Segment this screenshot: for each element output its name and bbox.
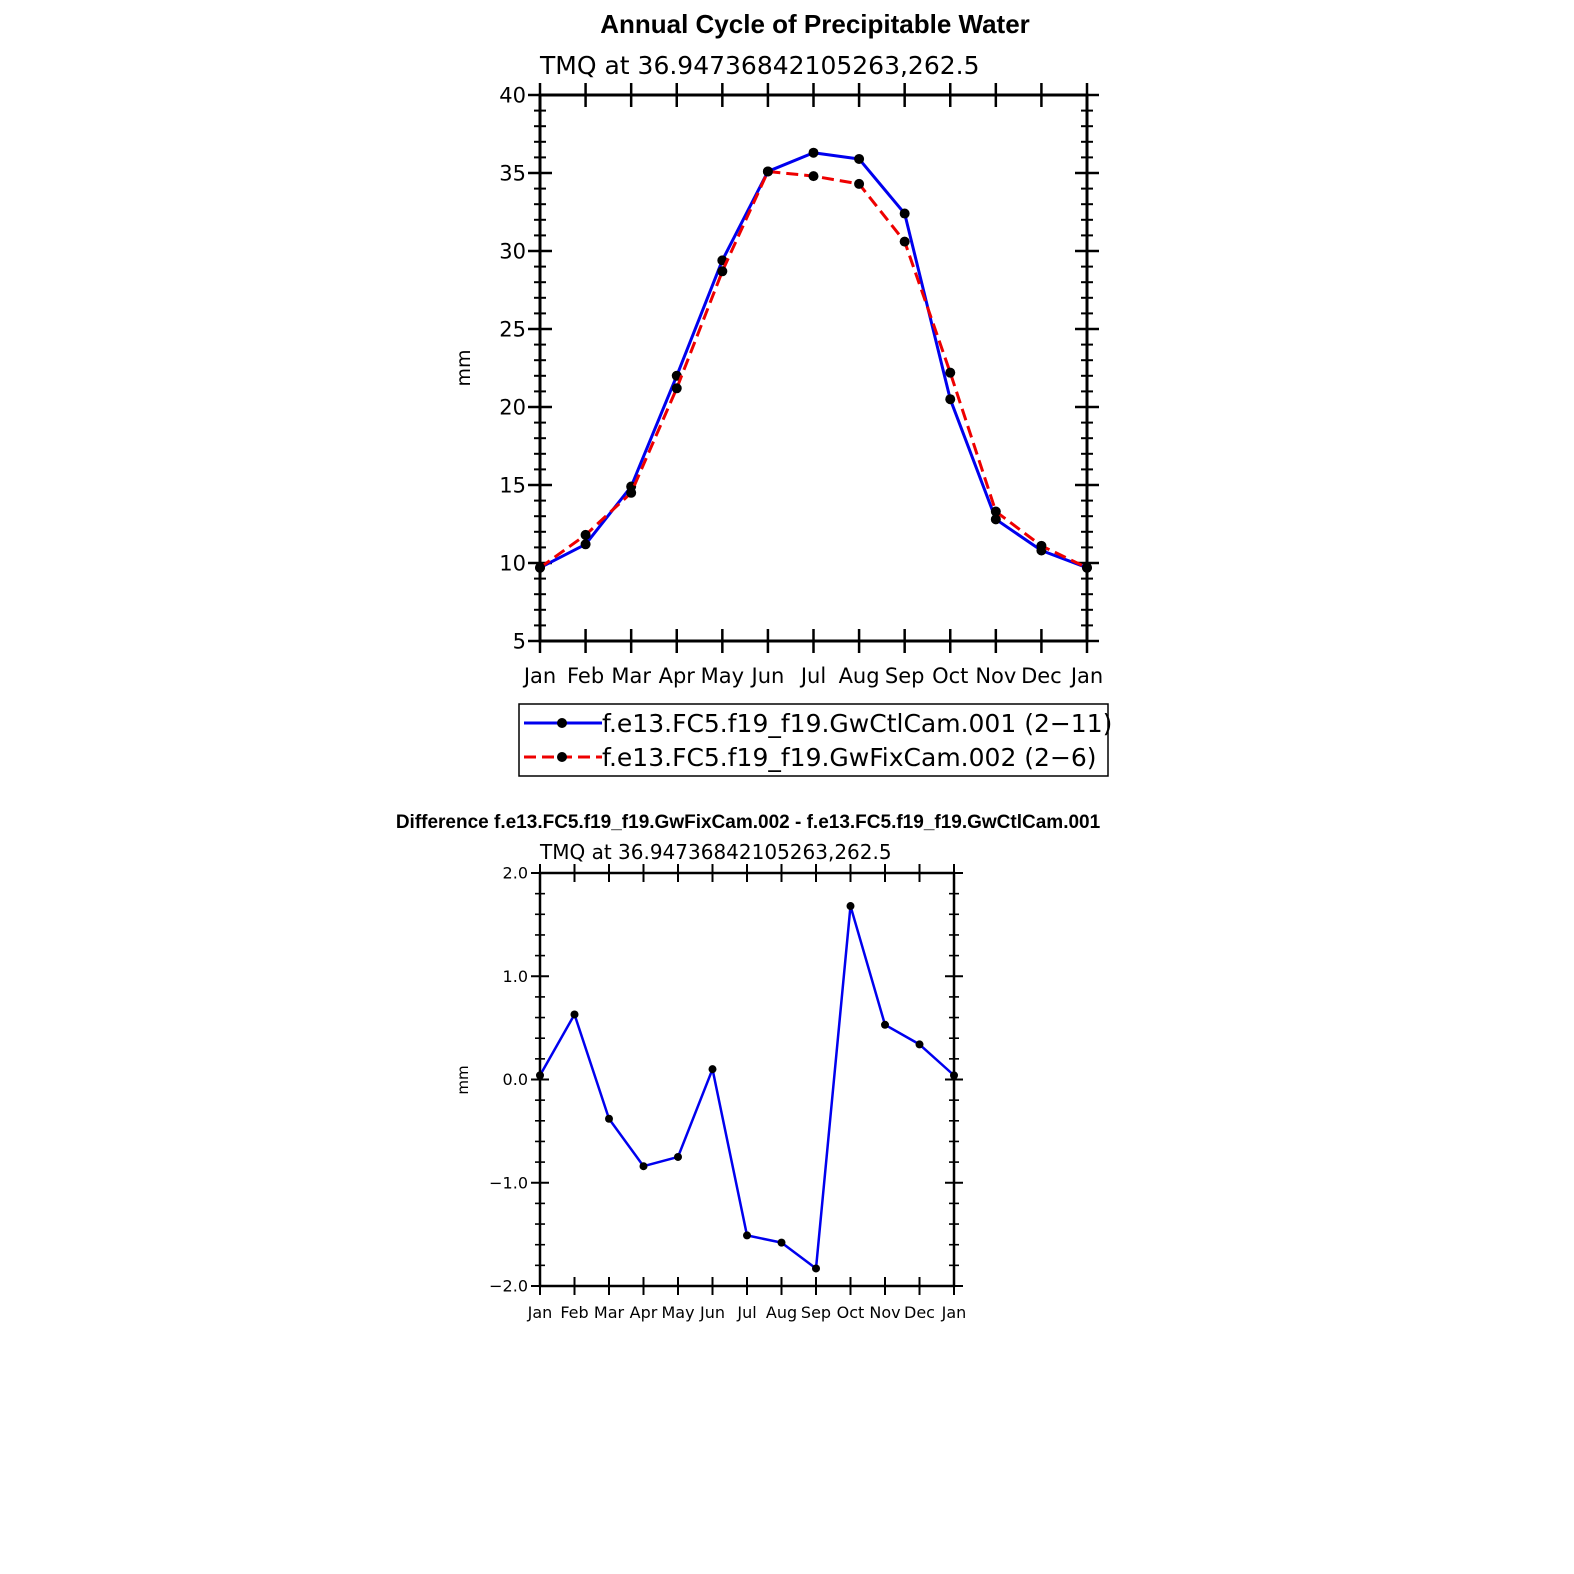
y-axis-label: mm <box>453 349 475 386</box>
top-x-tick-label: Jan <box>522 664 556 688</box>
diff-chart-title: Difference f.e13.FC5.f19_f19.GwFixCam.00… <box>396 812 1101 833</box>
top-x-tick-label: Apr <box>659 664 696 688</box>
legend-entry-fix: f.e13.FC5.f19_f19.GwFixCam.002 (2−6) <box>524 743 1097 772</box>
bottom-x-tick-label: Mar <box>594 1303 625 1322</box>
bottom-series-0-point <box>674 1152 682 1161</box>
top-series-line-1 <box>539 169 1088 570</box>
chart-title: Annual Cycle of Precipitable Water <box>600 9 1030 39</box>
top-y-tick-label: 15 <box>499 473 526 497</box>
bottom-y-tick-label: −1.0 <box>489 1173 528 1192</box>
bottom-series-0-point <box>605 1114 613 1123</box>
annual-cycle-chart: Annual Cycle of Precipitable Water TMQ a… <box>453 9 1112 777</box>
bottom-series-group <box>536 902 958 1273</box>
diff-plot-frame <box>538 871 956 1288</box>
top-x-tick-label: Feb <box>567 664 604 688</box>
bottom-series-0-point <box>708 1065 717 1074</box>
top-x-tick-label: Aug <box>839 664 880 688</box>
top-series-1-point <box>808 171 819 182</box>
top-x-tick-label: Nov <box>975 664 1016 688</box>
bottom-x-tick-label: Jul <box>736 1303 756 1322</box>
bottom-x-tick-label: Aug <box>766 1303 797 1322</box>
legend-marker-ctl <box>557 718 567 728</box>
top-series-0-point <box>580 539 591 550</box>
bottom-x-tick-label: Sep <box>801 1303 831 1322</box>
bottom-x-tick-label: Jun <box>699 1303 725 1322</box>
bottom-series-0-point <box>846 902 855 911</box>
bottom-x-tick-label: Jan <box>527 1303 553 1322</box>
top-series-1-point <box>1036 540 1047 551</box>
top-series-1-point <box>626 487 637 498</box>
bottom-x-tick-label: May <box>661 1303 694 1322</box>
bottom-y-tick-label: 0.0 <box>503 1070 528 1089</box>
top-y-tick-label: 25 <box>499 317 526 341</box>
bottom-x-tick-label: Apr <box>630 1303 658 1322</box>
top-series-1-point <box>717 266 728 277</box>
top-series-0-point <box>899 208 910 219</box>
legend-label-ctl: f.e13.FC5.f19_f19.GwCtlCam.001 (2−11) <box>602 709 1112 738</box>
top-x-tick-label: Jun <box>750 664 785 688</box>
top-series-1-point <box>762 166 773 177</box>
bottom-series-0-point <box>881 1020 889 1029</box>
diff-chart-subtitle: TMQ at 36.94736842105263,262.5 <box>539 840 892 864</box>
legend: f.e13.FC5.f19_f19.GwCtlCam.001 (2−11) f.… <box>518 703 1112 777</box>
legend-entry-ctl: f.e13.FC5.f19_f19.GwCtlCam.001 (2−11) <box>524 709 1112 738</box>
top-series-1-point <box>671 383 682 394</box>
top-axis-ticks: Jan Feb Mar Apr May Jun Jul Aug Sep Oct Nov Dec Jan 5… <box>499 83 1103 688</box>
top-y-tick-label: 10 <box>499 551 526 575</box>
plot-frame <box>538 93 1089 643</box>
bottom-x-tick-label: Feb <box>560 1303 588 1322</box>
top-series-1-point <box>945 367 956 378</box>
bottom-series-0-point <box>743 1231 751 1240</box>
top-series-group <box>535 147 1092 573</box>
top-series-1-point <box>899 236 910 247</box>
top-series-0-point <box>945 394 956 405</box>
top-x-tick-label: Mar <box>611 664 651 688</box>
top-series-0-point <box>854 153 865 164</box>
top-y-tick-label: 20 <box>499 395 526 419</box>
top-y-tick-label: 30 <box>499 239 526 263</box>
top-x-tick-label: Jan <box>1069 664 1103 688</box>
top-series-1-point <box>580 529 591 540</box>
top-series-1-point <box>990 506 1001 517</box>
top-x-tick-label: Sep <box>885 664 925 688</box>
top-series-1-point <box>854 178 865 189</box>
top-x-tick-label: Dec <box>1021 664 1062 688</box>
top-x-tick-label: Jul <box>799 664 826 688</box>
legend-label-fix: f.e13.FC5.f19_f19.GwFixCam.002 (2−6) <box>602 743 1097 772</box>
bottom-axis-ticks: Jan Feb Mar Apr May Jun Jul Aug Sep Oct Nov Dec Jan −… <box>489 864 966 1322</box>
top-y-tick-label: 40 <box>499 83 526 107</box>
chart-subtitle: TMQ at 36.94736842105263,262.5 <box>539 51 980 80</box>
top-series-line-0 <box>539 151 1088 570</box>
bottom-series-0-point <box>812 1264 820 1273</box>
difference-chart: Difference f.e13.FC5.f19_f19.GwFixCam.00… <box>396 812 1101 1322</box>
top-series-0-point <box>808 147 819 158</box>
bottom-x-tick-label: Dec <box>904 1303 935 1322</box>
bottom-series-0-point <box>570 1010 579 1019</box>
bottom-x-tick-label: Jan <box>941 1303 967 1322</box>
bottom-x-tick-label: Nov <box>869 1303 900 1322</box>
legend-marker-fix <box>557 752 567 762</box>
bottom-series-0-point <box>915 1040 924 1049</box>
bottom-x-tick-label: Oct <box>837 1303 865 1322</box>
bottom-y-tick-label: 2.0 <box>503 864 528 883</box>
bottom-y-tick-label: 1.0 <box>503 967 528 986</box>
diff-y-axis-label: mm <box>454 1065 472 1094</box>
top-x-tick-label: Oct <box>932 664 968 688</box>
legend-box <box>518 703 1109 777</box>
bottom-series-0-point <box>639 1162 648 1171</box>
bottom-series-0-point <box>777 1238 786 1247</box>
bottom-y-tick-label: −2.0 <box>489 1277 528 1296</box>
bottom-series-line-0 <box>538 904 955 1270</box>
top-y-tick-label: 35 <box>499 161 526 185</box>
top-series-0-point <box>990 514 1001 525</box>
top-y-tick-label: 5 <box>513 629 526 653</box>
top-x-tick-label: May <box>701 664 744 688</box>
